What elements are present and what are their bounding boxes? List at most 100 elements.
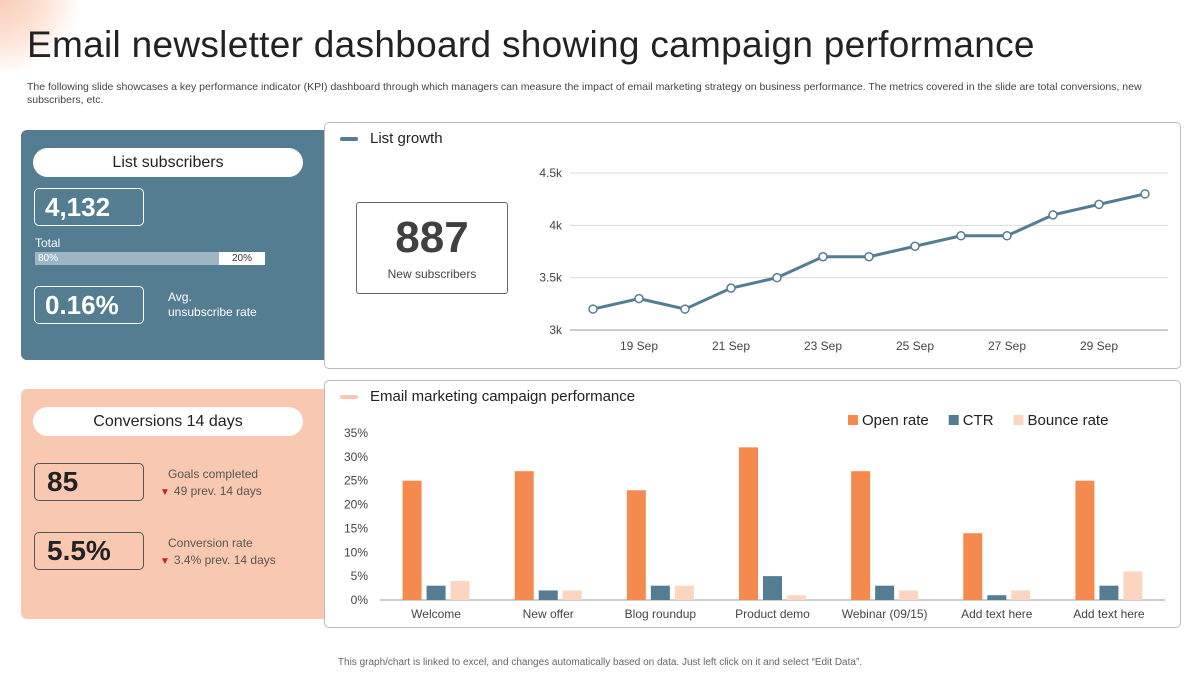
total-label: Total [35,236,61,250]
y-tick-label: 4.5k [539,166,563,180]
conversion-rate-previous: ▼ 3.4% prev. 14 days [160,552,276,570]
data-point [818,251,828,262]
bar-ctr [875,585,895,600]
data-point [864,251,874,262]
x-tick-label: 21 Sep [712,339,750,353]
data-point [1094,199,1104,210]
conversion-rate-label: Conversion rate [168,536,253,550]
unsubscribe-rate-label: Avg. unsubscribe rate [168,290,257,320]
page-description: The following slide showcases a key perf… [27,81,1142,106]
x-tick-label: 25 Sep [896,339,934,353]
x-category-label: New offer [523,607,574,621]
page-title: Email newsletter dashboard showing campa… [27,24,1035,65]
y-tick-label: 3k [549,323,563,337]
bar-bounce-rate [899,590,919,600]
bar-ctr [1099,585,1119,600]
bar-ctr [763,576,782,600]
data-point [1140,189,1150,199]
y-tick-label: 15% [344,521,368,535]
x-category-label: Product demo [735,607,810,621]
y-tick-label: 5% [351,569,369,583]
bar-open-rate [402,480,422,600]
data-point [1048,210,1058,220]
bar-open-rate [514,471,534,600]
data-point [588,304,598,314]
x-category-label: Add text here [1073,607,1145,621]
legend-label: Open rate [862,412,929,429]
section-marker [340,136,358,141]
x-tick-label: 29 Sep [1080,339,1118,353]
data-point [956,231,966,241]
x-tick-label: 19 Sep [620,339,658,353]
new-subscribers-value: 887 [395,213,469,262]
y-tick-label: 20% [344,498,368,512]
list-growth-line-chart: 3k 3.5k 4k 4.5k 19 Sep 21 Sep 23 Sep 25 Sep 27 S… [539,166,1168,353]
y-tick-label: 25% [344,474,368,488]
conversions-heading: Conversions 14 days [33,407,303,436]
data-point [1002,231,1012,241]
data-point [772,272,782,283]
data-point [726,283,736,293]
x-category-label: Welcome [411,607,461,621]
campaign-bar-chart: 0% 5% 10% 15% 20% 25% 30% 35% Welcome New offer Bl… [344,412,1165,621]
legend-swatch [848,415,858,425]
bar-bounce-rate [1123,571,1143,600]
bar-open-rate [963,533,983,600]
legend-swatch [1013,415,1024,425]
bar-open-rate [626,490,646,600]
section-marker [340,394,358,399]
bar-ctr [426,585,446,600]
bar-bounce-rate [562,590,582,600]
bar-open-rate [851,471,871,600]
unsubscribe-label-line-2: unsubscribe rate [168,305,257,319]
y-tick-label: 4k [549,218,563,232]
total-subscribers-value: 4,132 [34,188,144,226]
list-growth-card [324,122,1181,369]
bar-bounce-rate [450,580,470,600]
data-point [634,293,644,304]
x-category-label: Webinar (09/15) [842,607,928,621]
legend-label: CTR [963,412,994,429]
list-growth-title: List growth [370,130,443,147]
bar-bounce-rate [674,585,694,600]
x-tick-label: 23 Sep [804,339,842,353]
x-tick-label: 27 Sep [988,339,1026,353]
conversions-panel: Conversions 14 days 85 Goals completed ▼… [21,389,329,619]
goals-previous-text: 49 prev. 14 days [173,484,262,498]
data-point [910,241,920,252]
bar-ctr [987,595,1007,600]
corner-decoration [0,0,90,70]
bar-ctr [538,590,558,600]
list-growth-header: List growth [340,130,443,147]
new-subscribers-card: 887 New subscribers [356,202,508,294]
list-growth-line [592,192,1146,311]
down-triangle-icon: ▼ [160,487,170,498]
campaign-performance-title: Email marketing campaign performance [370,388,636,405]
footnote: This graph/chart is linked to excel, and… [337,657,863,668]
down-triangle-icon: ▼ [160,556,170,567]
bar-open-rate [739,447,758,600]
legend-label: Bounce rate [1028,412,1109,429]
x-category-label: Blog roundup [625,607,697,621]
split-bar-inactive-segment: 20% [219,252,265,265]
x-category-label: Add text here [961,607,1033,621]
subscribers-heading: List subscribers [33,148,303,177]
bar-ctr [650,585,670,600]
data-point [680,304,690,314]
conversion-rate-previous-text: 3.4% prev. 14 days [173,553,276,567]
bar-open-rate [1075,480,1095,600]
goals-completed-label: Goals completed [168,467,259,481]
y-tick-label: 10% [344,545,368,559]
conversion-rate-value: 5.5% [34,532,144,570]
subscribers-panel: List subscribers 4,132 Total 80% 20% 0.1… [21,130,329,360]
y-tick-label: 35% [344,426,368,440]
y-tick-label: 0% [351,593,369,607]
goals-previous: ▼ 49 prev. 14 days [160,483,262,501]
subscriber-split-bar: 80% 20% [35,252,265,265]
unsubscribe-label-line-1: Avg. [168,290,192,304]
unsubscribe-rate-value: 0.16% [34,286,144,324]
y-tick-label: 3.5k [539,271,563,285]
goals-completed-value: 85 [34,463,144,501]
bar-bounce-rate [787,595,806,600]
legend-swatch [948,415,959,425]
